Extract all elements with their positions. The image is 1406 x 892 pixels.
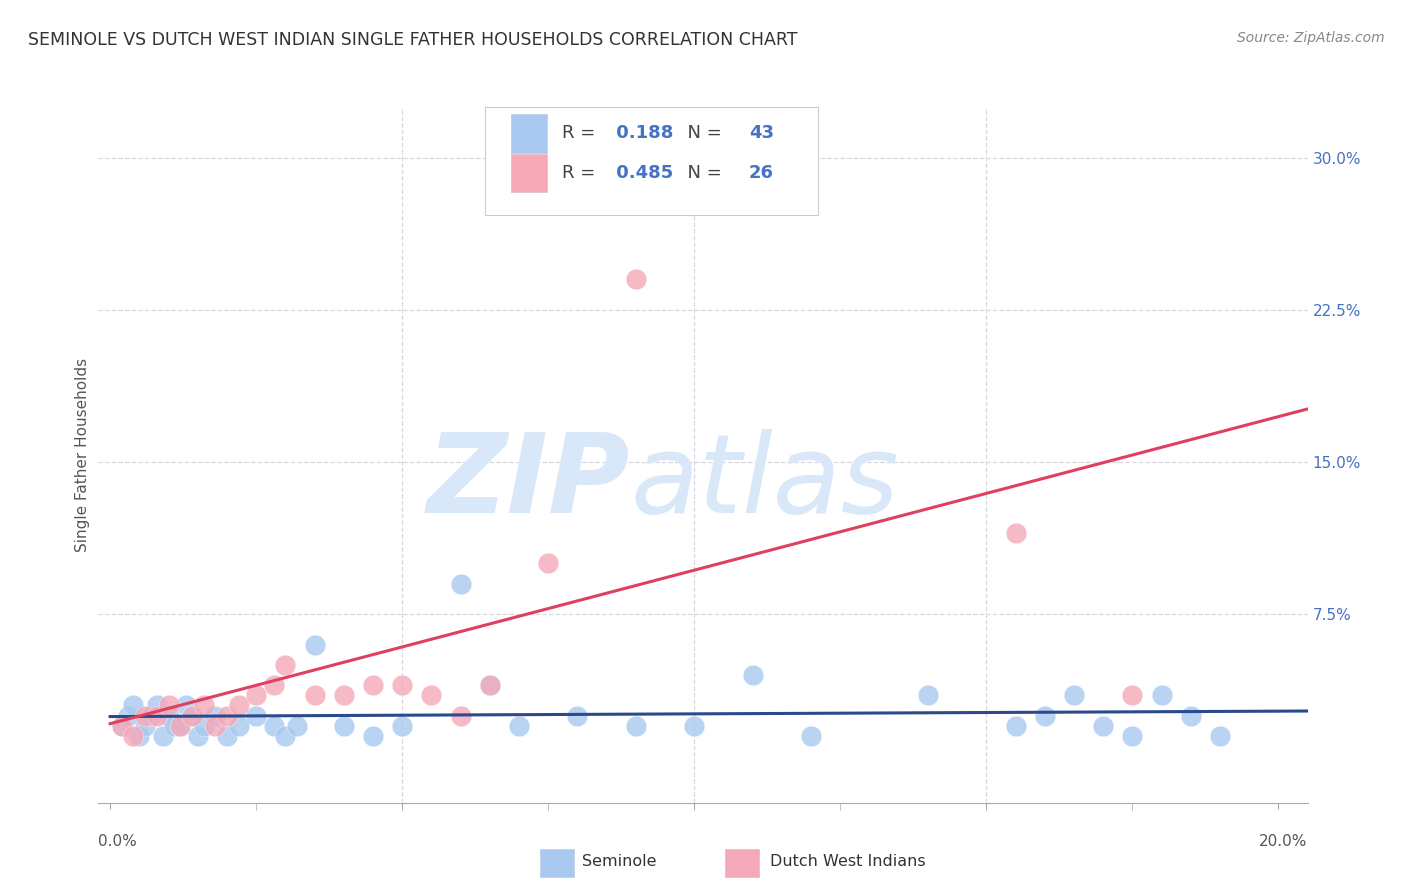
Point [450,576,472,591]
Point [800,729,823,743]
Text: ZIP: ZIP [427,429,630,536]
Point [245,708,267,723]
Text: R =: R = [561,164,600,182]
Point [157,708,180,723]
Point [624,272,647,286]
Point [204,719,226,733]
Point [361,729,384,743]
Point [1004,526,1026,541]
FancyBboxPatch shape [485,107,818,215]
Text: 0.188: 0.188 [610,125,673,143]
FancyBboxPatch shape [540,849,574,877]
Point [391,678,413,692]
Point [332,688,354,702]
Point [134,719,156,733]
Point [567,708,589,723]
FancyBboxPatch shape [510,114,547,153]
Point [263,678,285,692]
Point [1121,729,1143,743]
Point [304,688,326,702]
Point [1063,688,1085,702]
Point [169,719,191,733]
Point [1121,688,1143,702]
Text: 43: 43 [749,125,773,143]
Text: Dutch West Indians: Dutch West Indians [769,855,925,870]
Point [1004,719,1026,733]
Point [139,708,162,723]
Point [245,688,267,702]
FancyBboxPatch shape [510,154,547,193]
Text: R =: R = [561,125,600,143]
Point [420,688,443,702]
Y-axis label: Single Father Households: Single Father Households [75,358,90,552]
Point [1180,708,1202,723]
Point [128,729,150,743]
Point [169,719,191,733]
Point [450,708,472,723]
Point [146,698,169,713]
Point [174,698,197,713]
Text: N =: N = [676,125,728,143]
Point [180,708,202,723]
Point [228,719,250,733]
Point [537,557,560,571]
Text: SEMINOLE VS DUTCH WEST INDIAN SINGLE FATHER HOUSEHOLDS CORRELATION CHART: SEMINOLE VS DUTCH WEST INDIAN SINGLE FAT… [28,31,797,49]
Point [1209,729,1232,743]
Point [683,719,706,733]
Point [122,729,145,743]
Point [157,698,180,713]
Point [215,729,238,743]
Point [478,678,501,692]
Text: 0.0%: 0.0% [98,834,138,849]
Text: 26: 26 [749,164,773,182]
Point [228,698,250,713]
Point [391,719,413,733]
Text: 20.0%: 20.0% [1260,834,1308,849]
Point [215,708,238,723]
Point [1150,688,1173,702]
Text: Seminole: Seminole [582,855,657,870]
Text: Source: ZipAtlas.com: Source: ZipAtlas.com [1237,31,1385,45]
Point [274,729,297,743]
Point [1092,719,1115,733]
Point [917,688,939,702]
Point [111,719,134,733]
Point [274,657,297,672]
Point [152,729,174,743]
Point [146,708,169,723]
Point [654,171,676,186]
Point [187,729,209,743]
Point [193,698,215,713]
Point [361,678,384,692]
Point [117,708,139,723]
Point [1033,708,1056,723]
Point [263,719,285,733]
Point [111,719,134,733]
Point [193,719,215,733]
Point [180,708,202,723]
Point [285,719,308,733]
Point [478,678,501,692]
Point [204,708,226,723]
Point [508,719,530,733]
Point [122,698,145,713]
Point [741,668,763,682]
Point [304,638,326,652]
Point [134,708,156,723]
Point [163,719,186,733]
Point [332,719,354,733]
FancyBboxPatch shape [724,849,759,877]
Text: atlas: atlas [630,429,898,536]
Text: N =: N = [676,164,728,182]
Text: 0.485: 0.485 [610,164,673,182]
Point [624,719,647,733]
